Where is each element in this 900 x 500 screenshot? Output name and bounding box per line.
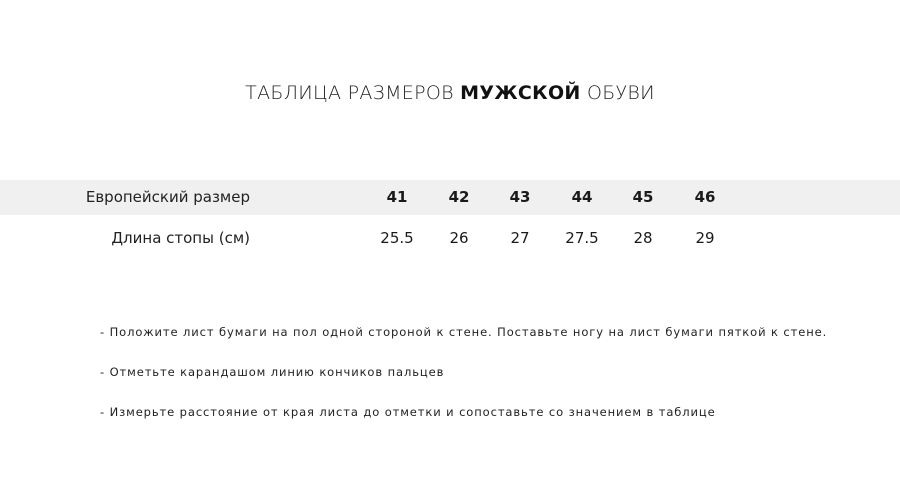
- row-label: Европейский размер: [85, 188, 250, 206]
- page-title: ТАБЛИЦА РАЗМЕРОВ МУЖСКОЙ ОБУВИ: [0, 82, 900, 104]
- table-row-eu-size: Европейский размер 41 42 43 44 45 46: [0, 180, 900, 215]
- table-cell: 43: [509, 188, 531, 206]
- table-cell: 27: [510, 229, 530, 247]
- row-label: Длина стопы (см): [111, 229, 250, 247]
- title-part1: ТАБЛИЦА РАЗМЕРОВ: [245, 82, 454, 104]
- table-cell: 28: [633, 229, 653, 247]
- table-cell: 41: [386, 188, 408, 206]
- table-row-foot-length: Длина стопы (см) 25.5 26 27 27.5 28 29: [0, 221, 900, 256]
- table-cell: 25.5: [380, 229, 414, 247]
- table-cell: 44: [571, 188, 593, 206]
- instruction-3: - Измерьте расстояние от края листа до о…: [100, 405, 716, 419]
- table-cell: 45: [632, 188, 654, 206]
- table-cell: 42: [448, 188, 470, 206]
- table-cell: 26: [449, 229, 469, 247]
- title-part2: ОБУВИ: [586, 82, 655, 104]
- table-cell: 29: [695, 229, 715, 247]
- table-cell: 46: [694, 188, 716, 206]
- title-bold: МУЖСКОЙ: [460, 82, 581, 104]
- instruction-1: - Положите лист бумаги на пол одной стор…: [100, 325, 828, 339]
- table-cell: 27.5: [565, 229, 599, 247]
- instruction-2: - Отметьте карандашом линию кончиков пал…: [100, 365, 445, 379]
